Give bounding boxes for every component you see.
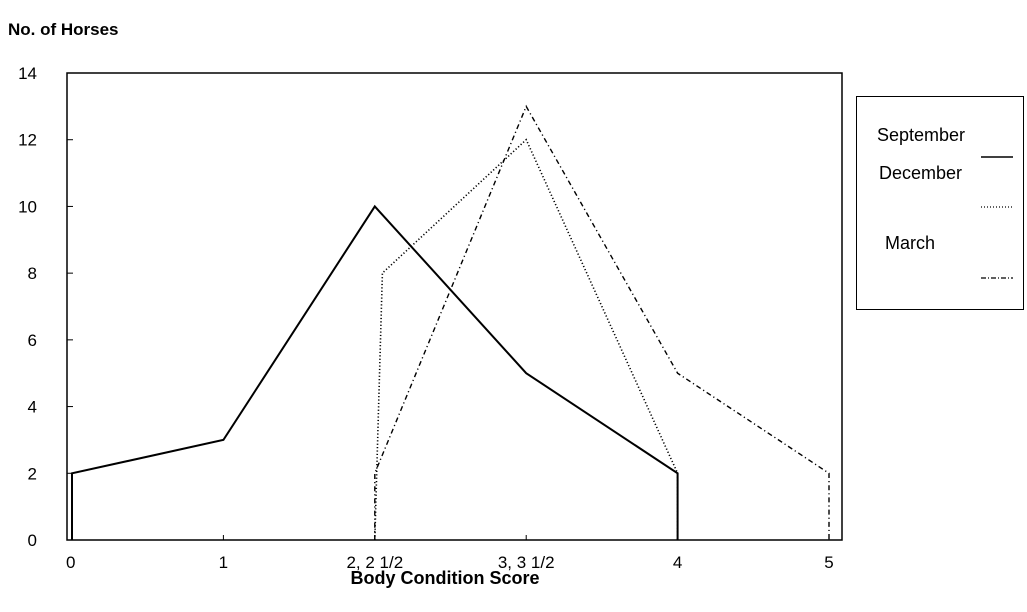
x-axis-ticks: 0 1 2, 2 1/2 3, 3 1/2 4 5 (66, 535, 834, 572)
y-tick-label: 12 (18, 131, 37, 150)
series-line-march (374, 104, 830, 540)
legend-swatch-march (981, 274, 1013, 282)
legend-label-september: September (877, 125, 966, 145)
legend-swatch-september (981, 153, 1013, 161)
legend: September December March (856, 96, 1024, 310)
y-tick-label: 10 (18, 197, 37, 216)
legend-swatch-december (981, 203, 1013, 211)
legend-label-december: December (879, 163, 963, 183)
x-axis-title: Body Condition Score (350, 568, 540, 588)
x-tick-label: 0 (66, 553, 75, 572)
x-tick-label: 1 (219, 553, 228, 572)
series-line-september (71, 204, 679, 540)
x-tick-label: 5 (824, 553, 833, 572)
plot-area (66, 72, 843, 541)
series-line-december (374, 138, 679, 541)
series-lines (71, 104, 830, 541)
y-axis-title: No. of Horses (8, 20, 119, 39)
y-tick-label: 6 (28, 331, 37, 350)
x-tick-label: 2, 2 1/2 (346, 553, 403, 572)
y-tick-label: 8 (28, 264, 37, 283)
y-axis-ticks: 0 2 4 6 8 10 12 14 (18, 64, 73, 550)
x-tick-label: 3, 3 1/2 (498, 553, 555, 572)
x-tick-label: 4 (673, 553, 682, 572)
y-tick-label: 14 (18, 64, 37, 83)
y-tick-label: 4 (28, 398, 37, 417)
y-tick-label: 0 (28, 531, 37, 550)
legend-label-march: March (885, 233, 936, 253)
y-tick-label: 2 (28, 464, 37, 483)
